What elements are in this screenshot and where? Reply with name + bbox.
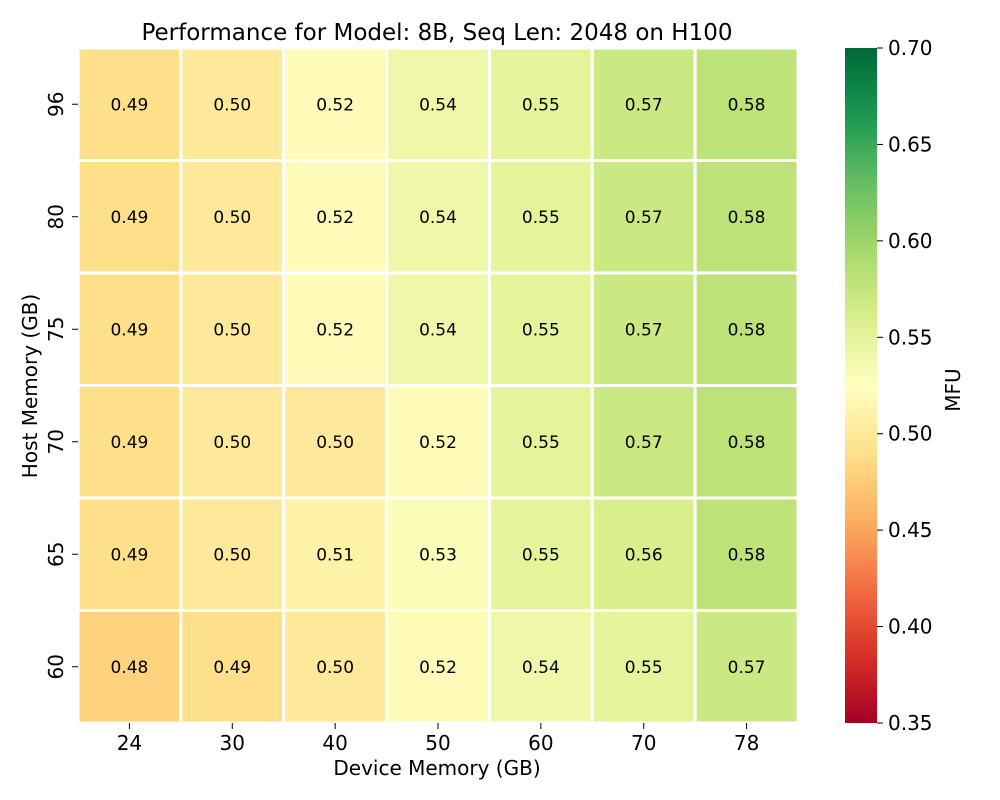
heatmap-cell	[76, 384, 183, 500]
colorbar-tick-label: 0.45	[888, 518, 933, 542]
heatmap-cells: 0.49 0.50 0.52 0.54 0.55 0.57 0.58 0.49 0.50 0.52…	[76, 46, 800, 725]
cell-value-label: 0.50	[213, 95, 251, 115]
cell-value-label: 0.49	[110, 95, 148, 115]
cell-value-label: 0.55	[522, 320, 560, 340]
heatmap-cell	[693, 159, 800, 275]
cell-value-label: 0.48	[110, 658, 148, 678]
heatmap-cell	[693, 271, 800, 387]
y-tick-label: 80	[44, 204, 68, 229]
cell-value-label: 0.54	[522, 658, 560, 678]
y-tick-label: 75	[44, 317, 68, 342]
x-tick-label: 40	[322, 731, 347, 755]
y-tick-label: 60	[44, 654, 68, 679]
x-tick-label: 30	[220, 731, 245, 755]
cell-value-label: 0.55	[522, 433, 560, 453]
colorbar-tick-label: 0.65	[888, 132, 933, 156]
x-tick-label: 78	[734, 731, 759, 755]
colorbar-tick-label: 0.35	[888, 711, 933, 735]
heatmap-cell	[282, 271, 389, 387]
colorbar-tick-label: 0.55	[888, 325, 933, 349]
cell-value-label: 0.54	[419, 95, 457, 115]
heatmap-cell	[76, 609, 183, 725]
cell-value-label: 0.56	[625, 545, 663, 565]
colorbar-ticks: 0.35 0.40 0.45 0.50 0.55 0.60 0.65 0.70	[877, 36, 933, 735]
x-tick-label: 60	[528, 731, 553, 755]
cell-value-label: 0.57	[625, 95, 663, 115]
cell-value-label: 0.54	[419, 208, 457, 228]
cell-value-label: 0.54	[419, 320, 457, 340]
heatmap-cell	[179, 46, 286, 162]
heatmap-cell	[179, 609, 286, 725]
cell-value-label: 0.52	[419, 433, 457, 453]
cell-value-label: 0.49	[110, 208, 148, 228]
heatmap-cell	[179, 384, 286, 500]
cell-value-label: 0.58	[728, 320, 766, 340]
cell-value-label: 0.50	[213, 545, 251, 565]
heatmap-cell	[487, 271, 594, 387]
x-tick-label: 24	[117, 731, 142, 755]
cell-value-label: 0.50	[213, 208, 251, 228]
colorbar-tick-label: 0.40	[888, 615, 933, 639]
heatmap-cell	[590, 384, 697, 500]
heatmap-cell	[487, 159, 594, 275]
cell-value-label: 0.58	[728, 433, 766, 453]
chart-title: Performance for Model: 8B, Seq Len: 2048…	[141, 20, 732, 46]
x-tick-label: 70	[631, 731, 656, 755]
heatmap-cell	[693, 609, 800, 725]
cell-value-label: 0.58	[728, 545, 766, 565]
y-tick-label: 96	[44, 92, 68, 117]
y-tick-label: 70	[44, 429, 68, 454]
y-axis-ticks: 96 80 75 70 65 60	[44, 92, 78, 679]
cell-value-label: 0.49	[110, 433, 148, 453]
cell-value-label: 0.51	[316, 545, 354, 565]
heatmap-cell	[282, 496, 389, 612]
heatmap-cell	[385, 271, 491, 387]
heatmap-cell	[179, 271, 286, 387]
cell-value-label: 0.50	[316, 658, 354, 678]
colorbar	[845, 48, 877, 723]
heatmap-cell	[693, 384, 800, 500]
heatmap-cell	[282, 159, 389, 275]
cell-value-label: 0.57	[728, 658, 766, 678]
heatmap-cell	[590, 46, 697, 162]
cell-value-label: 0.53	[419, 545, 457, 565]
colorbar-tick-label: 0.70	[888, 36, 933, 60]
y-axis-label: Host Memory (GB)	[18, 294, 42, 478]
cell-value-label: 0.57	[625, 208, 663, 228]
heatmap-cell	[76, 496, 183, 612]
cell-value-label: 0.57	[625, 320, 663, 340]
cell-value-label: 0.50	[316, 433, 354, 453]
colorbar-tick-label: 0.60	[888, 229, 933, 253]
cell-value-label: 0.49	[110, 320, 148, 340]
cell-value-label: 0.58	[728, 208, 766, 228]
cell-value-label: 0.52	[316, 208, 354, 228]
colorbar-tick-label: 0.50	[888, 422, 933, 446]
x-axis-label: Device Memory (GB)	[333, 756, 540, 780]
cell-value-label: 0.49	[213, 658, 251, 678]
cell-value-label: 0.58	[728, 95, 766, 115]
cell-value-label: 0.50	[213, 433, 251, 453]
cell-value-label: 0.55	[522, 95, 560, 115]
colorbar-label: MFU	[941, 368, 965, 411]
cell-value-label: 0.52	[419, 658, 457, 678]
cell-value-label: 0.52	[316, 320, 354, 340]
y-tick-label: 65	[44, 542, 68, 567]
heatmap-cell	[590, 271, 697, 387]
cell-value-label: 0.55	[625, 658, 663, 678]
x-tick-label: 50	[425, 731, 450, 755]
cell-value-label: 0.52	[316, 95, 354, 115]
cell-value-label: 0.55	[522, 208, 560, 228]
cell-value-label: 0.57	[625, 433, 663, 453]
x-axis-ticks: 24 30 40 50 60 70 78	[117, 723, 759, 755]
cell-value-label: 0.50	[213, 320, 251, 340]
cell-value-label: 0.49	[110, 545, 148, 565]
cell-value-label: 0.55	[522, 545, 560, 565]
